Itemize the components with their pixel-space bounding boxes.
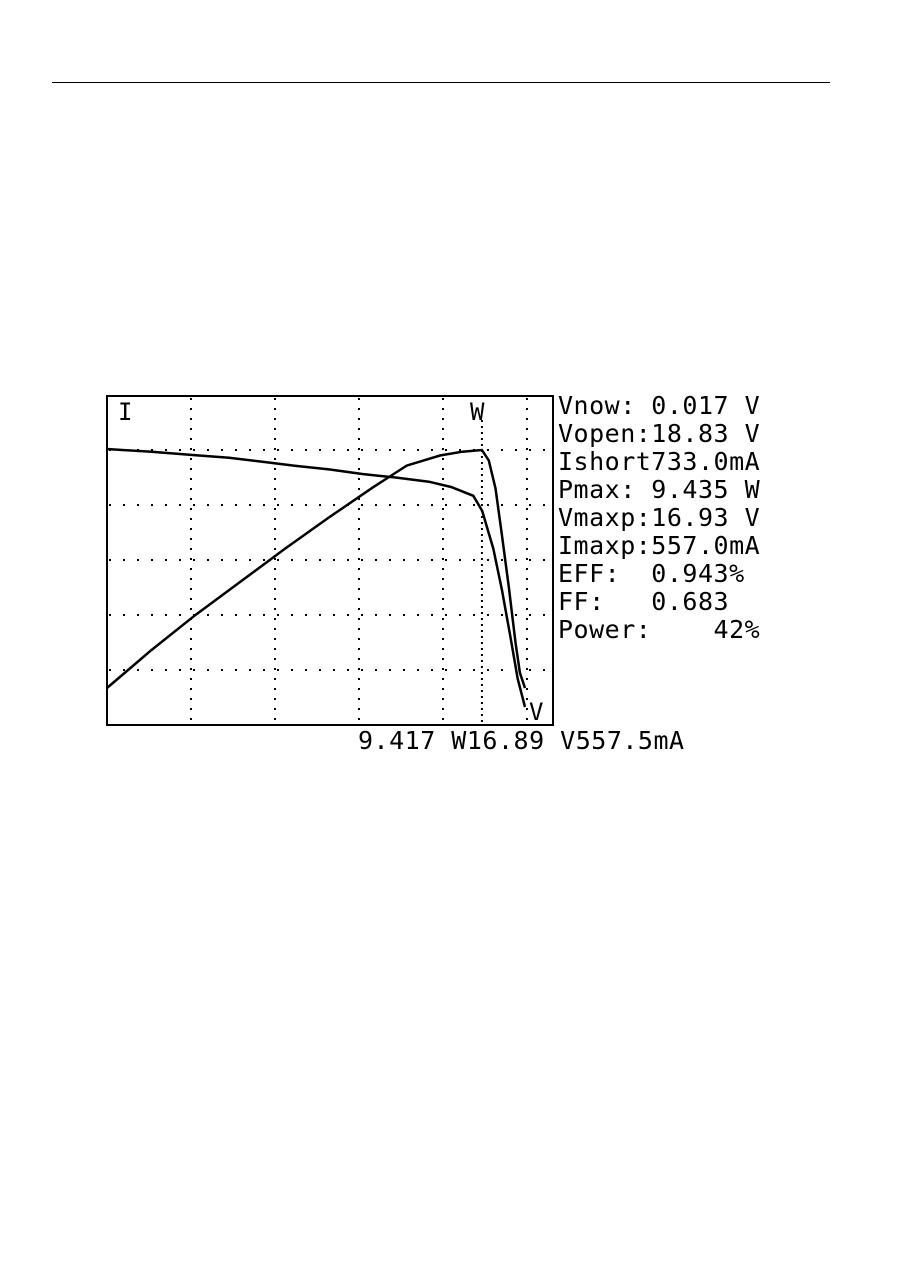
- power-axis-label: W: [470, 398, 485, 426]
- plot-frame: [106, 395, 554, 726]
- reading-eff: EFF: 0.943%: [558, 559, 745, 588]
- current-curve: [106, 447, 527, 708]
- reading-ishort: Ishort733.0mA: [558, 447, 761, 476]
- reading-vopen: Vopen:18.83 V: [558, 419, 761, 448]
- cursor-voltage-value: 16.89 V: [466, 726, 576, 755]
- voltage-axis-label: V: [529, 698, 543, 726]
- reading-pmax: Pmax: 9.435 W: [558, 475, 761, 504]
- cursor-power-value: 9.417 W: [358, 726, 467, 755]
- reading-power: Power: 42%: [558, 615, 761, 644]
- reading-imaxp: Imaxp:557.0mA: [558, 531, 761, 560]
- header-rule: [52, 82, 830, 83]
- series-layer: [106, 447, 527, 708]
- reading-ff: FF: 0.683: [558, 587, 730, 616]
- plot-grid: [109, 398, 551, 723]
- cursor-readout: 9.417 W16.89 V557.5mA: [358, 726, 685, 756]
- cursor-current-value: 557.5mA: [575, 726, 685, 755]
- reading-vnow: Vnow: 0.017 V: [558, 391, 761, 420]
- measurement-readings: Vnow: 0.017 V Vopen:18.83 V Ishort733.0m…: [558, 392, 788, 644]
- reading-vmaxp: Vmaxp:16.93 V: [558, 503, 761, 532]
- current-axis-label: I: [118, 398, 132, 426]
- power-curve: [106, 448, 527, 689]
